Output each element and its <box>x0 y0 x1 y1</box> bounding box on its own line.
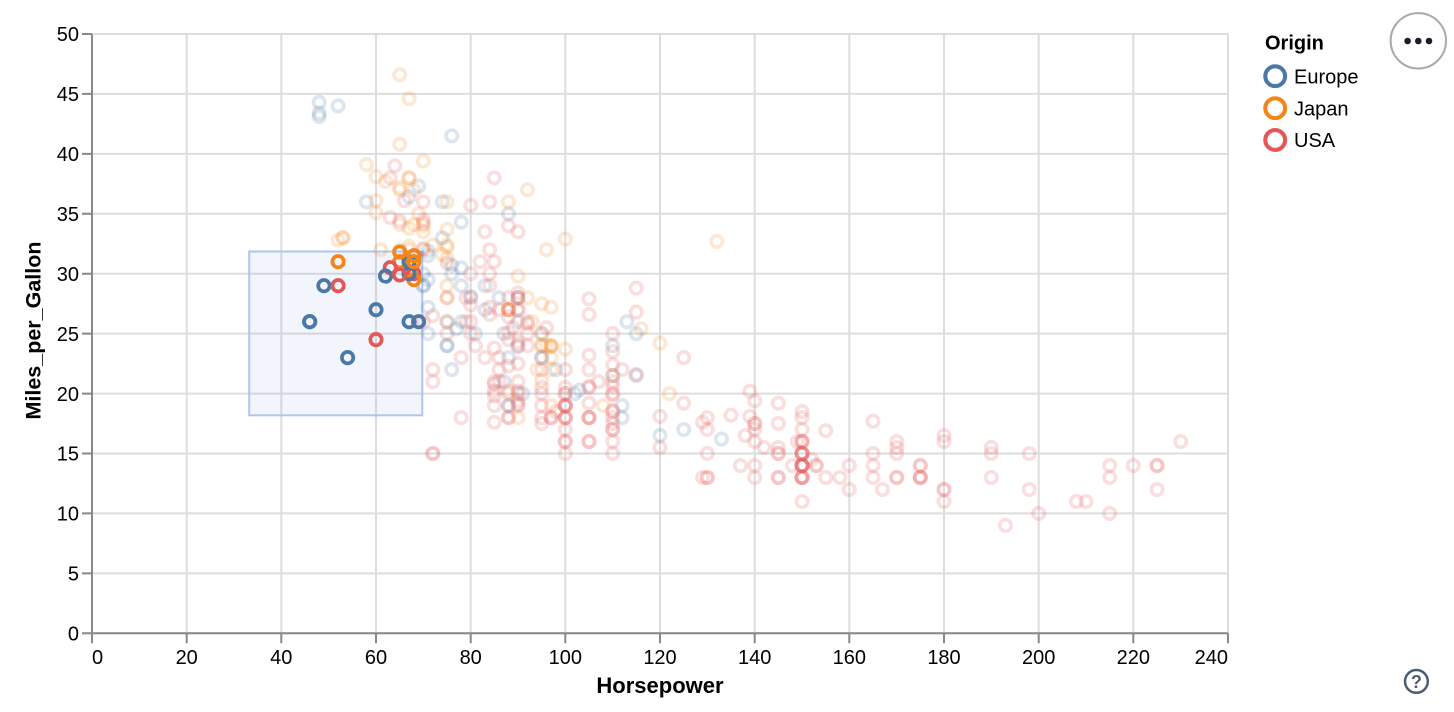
svg-text:80: 80 <box>460 647 482 669</box>
svg-text:USA: USA <box>1294 130 1336 152</box>
svg-text:Europe: Europe <box>1294 66 1359 88</box>
svg-text:200: 200 <box>1022 647 1055 669</box>
svg-text:160: 160 <box>833 647 866 669</box>
svg-text:30: 30 <box>57 264 79 286</box>
svg-text:5: 5 <box>68 564 79 586</box>
svg-text:220: 220 <box>1117 647 1150 669</box>
svg-text:?: ? <box>1411 672 1422 692</box>
svg-text:120: 120 <box>643 647 676 669</box>
svg-text:0: 0 <box>92 647 103 669</box>
svg-text:Japan: Japan <box>1294 98 1349 120</box>
svg-text:Origin: Origin <box>1265 33 1324 55</box>
svg-text:40: 40 <box>57 144 79 166</box>
svg-text:180: 180 <box>927 647 960 669</box>
svg-text:15: 15 <box>57 444 79 466</box>
svg-text:25: 25 <box>57 324 79 346</box>
svg-text:0: 0 <box>68 624 79 646</box>
svg-text:20: 20 <box>176 647 198 669</box>
svg-text:40: 40 <box>270 647 292 669</box>
svg-text:50: 50 <box>57 24 79 46</box>
svg-text:140: 140 <box>738 647 771 669</box>
svg-text:60: 60 <box>365 647 387 669</box>
svg-text:35: 35 <box>57 204 79 226</box>
svg-text:Horsepower: Horsepower <box>596 673 724 698</box>
svg-text:100: 100 <box>549 647 582 669</box>
svg-text:240: 240 <box>1195 647 1228 669</box>
svg-text:Miles_per_Gallon: Miles_per_Gallon <box>22 241 46 419</box>
svg-text:10: 10 <box>57 504 79 526</box>
svg-text:20: 20 <box>57 384 79 406</box>
svg-text:45: 45 <box>57 84 79 106</box>
